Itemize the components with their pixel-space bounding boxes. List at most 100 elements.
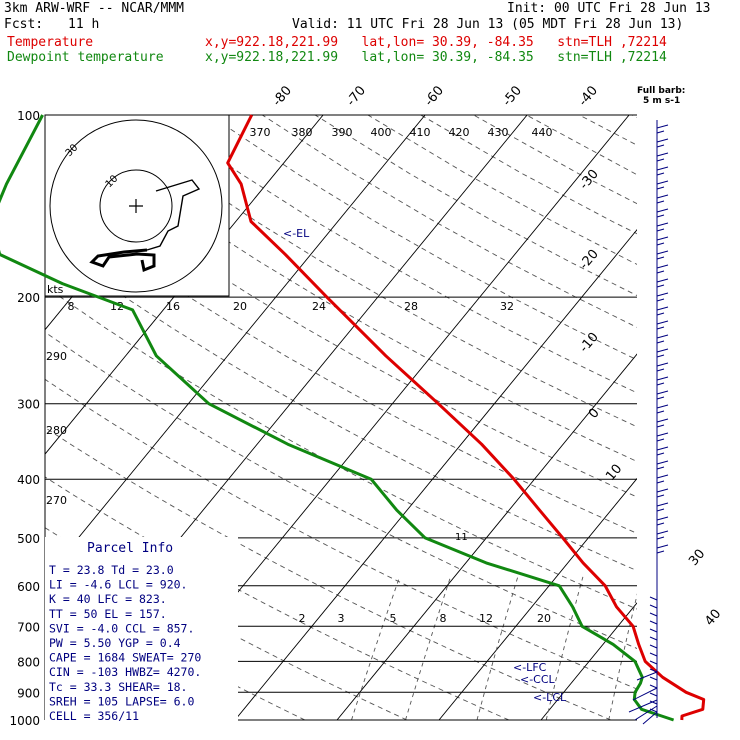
- wind-barb: [649, 692, 658, 697]
- wind-key-units: 5 m s-1: [643, 96, 680, 106]
- dry-adiabat: [50, 115, 637, 462]
- temperature-legend: Temperature: [7, 35, 94, 50]
- wind-barb: [656, 334, 669, 344]
- wind-barb: [656, 460, 669, 470]
- mixing-ratio-label: 2: [299, 612, 306, 625]
- right-temp-label: -10: [577, 330, 602, 356]
- parcel-info-row: SVI = -4.0 CCL = 857.: [49, 621, 194, 635]
- wind-barb: [656, 446, 669, 456]
- dry-adiabat: [420, 115, 637, 235]
- wind-barb: [649, 668, 658, 673]
- pressure-tick-label: 500: [17, 532, 40, 546]
- mixing-ratio-label: 20: [537, 612, 551, 625]
- parcel-info-background: [45, 537, 238, 724]
- dry-adiabat: [209, 115, 637, 361]
- right-temp-label: -30: [577, 167, 602, 193]
- forecast-label: Fcst:: [4, 17, 44, 32]
- hodograph-speed-label: 32: [500, 300, 514, 313]
- mixing-ratio-line: [405, 576, 451, 720]
- wind-barb: [649, 612, 658, 617]
- pressure-tick-label: 400: [17, 473, 40, 487]
- wind-barb: [649, 700, 658, 705]
- wind-barb: [649, 620, 658, 625]
- theta-label: 420: [449, 126, 470, 139]
- dry-adiabat: [314, 115, 637, 297]
- wind-barb: [656, 404, 669, 414]
- wind-barb: [656, 152, 669, 162]
- wind-barbs: Full barb:5 m s-1: [628, 86, 685, 725]
- wind-barb: [656, 390, 669, 400]
- temperature-line: [226, 114, 706, 721]
- hodograph-speed-label: 24: [312, 300, 326, 313]
- mixing-ratio-line: [476, 576, 519, 720]
- top-temp-label: -50: [500, 83, 525, 109]
- right-temp-label: 10: [603, 462, 625, 484]
- wind-barb: [656, 278, 669, 288]
- parcel-info-row: K = 40 LFC = 823.: [49, 592, 167, 606]
- wind-barb: [656, 222, 669, 232]
- pressure-tick-label: 900: [17, 686, 40, 700]
- pressure-tick-label: 600: [17, 580, 40, 594]
- parcel-info-row: T = 23.8 Td = 23.0: [49, 563, 174, 577]
- wind-barb: [656, 236, 669, 246]
- init-time: Init: 00 UTC Fri 28 Jun 13: [507, 1, 711, 16]
- wind-barb-cluster: [628, 671, 658, 725]
- hodograph-units-label: kts: [47, 283, 64, 296]
- wind-barb: [656, 488, 669, 498]
- dry-adiabat: [156, 115, 637, 394]
- theta-label: 370: [250, 126, 271, 139]
- theta-label: 380: [292, 126, 313, 139]
- wind-barb: [656, 502, 669, 512]
- parcel-info-row: CIN = -103 HWBZ= 4270.: [49, 665, 201, 679]
- hodograph-rings: [49, 119, 223, 293]
- wind-key-label: Full barb:: [637, 86, 685, 96]
- hodograph-speed-label: 28: [404, 300, 418, 313]
- parcel-info-panel: Parcel Info T = 23.8 Td = 23.0LI = -4.6 L…: [45, 537, 238, 724]
- wind-barb: [656, 320, 669, 330]
- wind-barb: [649, 644, 658, 649]
- isotherm: [234, 229, 637, 720]
- wind-barb: [656, 250, 669, 260]
- theta-label: 390: [332, 126, 353, 139]
- wind-barb: [649, 684, 658, 689]
- wind-barb: [656, 208, 669, 218]
- wind-barb: [649, 676, 658, 681]
- hodograph-trace: [146, 179, 201, 251]
- wind-barb: [656, 306, 669, 316]
- isotherm: [438, 477, 637, 720]
- model-title: 3km ARW-WRF -- NCAR/MMM: [4, 1, 185, 16]
- isotherm: [45, 115, 426, 580]
- left-theta-label: 290: [46, 350, 67, 363]
- lower-right-temp-label: 40: [702, 607, 724, 629]
- ccl-annotation: <-CCL: [520, 673, 556, 686]
- isotherm: [0, 115, 17, 720]
- isotherm: [540, 602, 637, 720]
- temperature-location: x,y=922.18,221.99 lat,lon= 30.39, -84.35…: [205, 35, 667, 50]
- pressure-tick-label: 200: [17, 291, 40, 305]
- pressure-tick-label: 300: [17, 398, 40, 412]
- left-theta-label: 280: [46, 424, 67, 437]
- temperature-axis-labels: -80 -70 -60 -50 -40 -30 -20 -10 0 10 30 40: [270, 83, 725, 629]
- wind-barb: [649, 636, 658, 641]
- dry-adiabat: [45, 476, 510, 720]
- wind-barb: [656, 180, 669, 190]
- isotherm: [45, 115, 324, 455]
- right-temp-label: 0: [586, 406, 603, 422]
- hodograph-ring-outer: [49, 119, 223, 293]
- mixing-ratio-line: [608, 593, 637, 720]
- dewpoint-location: x,y=922.18,221.99 lat,lon= 30.39, -84.35…: [205, 50, 667, 65]
- dry-adiabat: [45, 378, 637, 690]
- pressure-tick-label: 100: [17, 109, 40, 123]
- wind-barb: [649, 604, 658, 609]
- dry-adiabat: [579, 115, 637, 146]
- left-theta-label: 270: [46, 494, 67, 507]
- hodograph-speed-label: 20: [233, 300, 247, 313]
- pressure-tick-label: 800: [17, 655, 40, 669]
- theta-label: 430: [488, 126, 509, 139]
- pressure-labels: 100 200 300 400 500 600 700 800 900 1000: [9, 109, 40, 728]
- lcl-annotation: <-LCL: [533, 691, 567, 704]
- parcel-info-row: CELL = 356/11: [49, 709, 139, 723]
- hodograph-speed-label: 16: [166, 300, 180, 313]
